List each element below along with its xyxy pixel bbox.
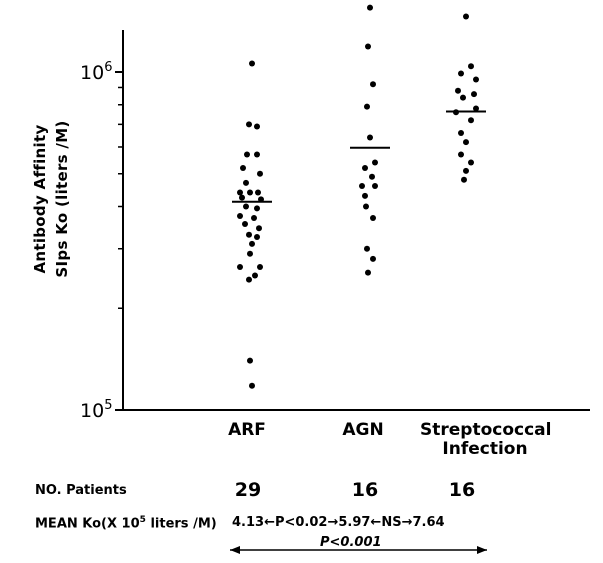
patients-count-agn: 16 <box>351 479 379 501</box>
data-point-agn <box>372 182 378 189</box>
data-point-agn <box>362 164 368 171</box>
data-point-arf <box>237 263 243 270</box>
y-axis-title-line2: SIps Ko (liters /M) <box>53 120 71 278</box>
data-point-agn <box>362 192 368 199</box>
data-point-agn <box>370 214 376 221</box>
data-point-arf <box>257 170 263 177</box>
data-point-arf <box>247 250 253 257</box>
data-point-arf <box>239 194 245 201</box>
mean-row-label: MEAN Ko(X 105 liters /M) <box>35 515 217 532</box>
data-point-arf <box>246 276 252 283</box>
data-point-arf <box>243 179 249 186</box>
data-point-arf <box>247 357 253 364</box>
data-point-strep <box>463 13 469 20</box>
data-point-arf <box>254 233 260 240</box>
patients-row-label: NO. Patients <box>35 483 127 498</box>
data-point-arf <box>246 121 252 128</box>
patients-count-arf: 29 <box>234 479 262 501</box>
data-point-arf <box>242 221 248 228</box>
category-label-arf: ARF <box>228 420 266 440</box>
data-point-arf <box>240 164 246 171</box>
data-point-strep <box>455 87 461 94</box>
data-point-agn <box>363 203 369 210</box>
y-tick-label: 106 <box>80 60 112 84</box>
data-point-agn <box>365 269 371 276</box>
data-point-arf <box>252 272 258 279</box>
data-point-strep <box>468 159 474 166</box>
arrowhead-left <box>230 546 240 554</box>
data-point-agn <box>367 134 373 141</box>
data-point-arf <box>254 151 260 158</box>
data-point-arf <box>243 203 249 210</box>
data-point-agn <box>365 43 371 50</box>
overall-p-value: P<0.001 <box>320 535 382 550</box>
category-label-agn: AGN <box>342 420 384 440</box>
data-point-strep <box>458 151 464 158</box>
patients-count-strep: 16 <box>448 479 476 501</box>
y-axis-title-line1: Antibody Affinity <box>31 124 49 274</box>
arrowhead-right <box>477 546 487 554</box>
data-point-agn <box>367 4 373 11</box>
data-point-arf <box>237 189 243 196</box>
data-point-strep <box>463 167 469 174</box>
data-point-agn <box>372 159 378 166</box>
category-label-strep: Streptococcal Infection <box>420 420 552 459</box>
data-point-arf <box>249 382 255 389</box>
data-point-strep <box>473 76 479 83</box>
data-point-arf <box>255 189 261 196</box>
data-point-arf <box>256 225 262 232</box>
data-point-arf <box>254 205 260 212</box>
data-point-strep <box>461 176 467 183</box>
mean-values-comparison: 4.13←P<0.02→5.97←NS→7.64 <box>232 515 445 530</box>
data-point-agn <box>369 173 375 180</box>
y-tick-label: 105 <box>80 398 112 422</box>
data-point-arf <box>251 214 257 221</box>
data-point-agn <box>364 103 370 110</box>
data-point-agn <box>370 255 376 262</box>
data-point-arf <box>244 151 250 158</box>
data-point-arf <box>249 60 255 67</box>
data-point-arf <box>247 189 253 196</box>
data-point-arf <box>237 212 243 219</box>
data-point-strep <box>458 70 464 77</box>
data-point-strep <box>471 91 477 98</box>
data-point-strep <box>463 139 469 146</box>
data-point-strep <box>468 63 474 70</box>
data-point-arf <box>257 263 263 270</box>
data-point-strep <box>458 129 464 136</box>
data-point-arf <box>249 240 255 247</box>
data-point-arf <box>246 231 252 238</box>
data-point-agn <box>370 81 376 88</box>
data-point-strep <box>468 117 474 124</box>
data-point-arf <box>254 123 260 130</box>
data-point-strep <box>460 94 466 101</box>
data-point-agn <box>364 245 370 252</box>
data-point-strep <box>473 105 479 112</box>
data-point-agn <box>359 182 365 189</box>
